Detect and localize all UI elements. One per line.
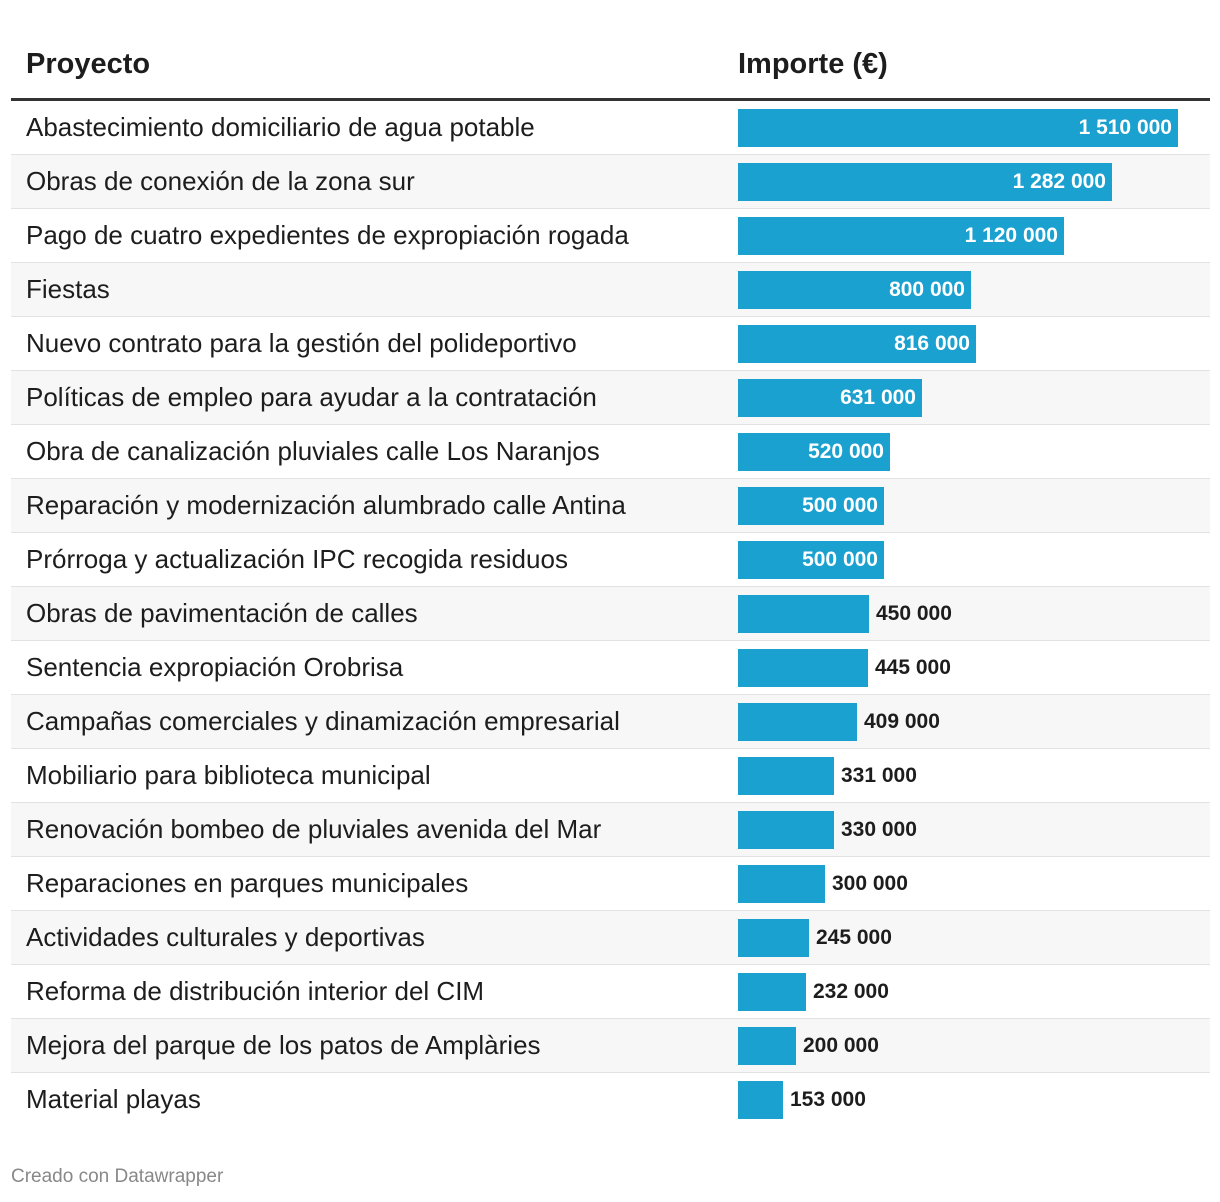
value-bar xyxy=(738,433,890,471)
value-bar xyxy=(738,163,1112,201)
table-row: Políticas de empleo para ayudar a la con… xyxy=(11,371,1210,425)
value-bar xyxy=(738,217,1064,255)
table-header: Proyecto Importe (€) xyxy=(11,30,1210,101)
table-row: Mobiliario para biblioteca municipal 331 … xyxy=(11,749,1210,803)
row-label: Reparaciones en parques municipales xyxy=(26,868,469,898)
table-row: Actividades culturales y deportivas 245 0… xyxy=(11,911,1210,965)
value-label: 450 000 xyxy=(876,602,952,625)
value-label: 445 000 xyxy=(875,656,951,679)
table-row: Prórroga y actualización IPC recogida re… xyxy=(11,533,1210,587)
value-bar xyxy=(738,811,834,849)
value-label: 816 000 xyxy=(894,332,970,355)
value-label: 300 000 xyxy=(832,872,908,895)
row-label: Campañas comerciales y dinamización empr… xyxy=(26,706,620,736)
value-bar xyxy=(738,379,922,417)
value-label: 1 510 000 xyxy=(1078,116,1172,139)
table-row: Obras de conexión de la zona sur 1 282 00… xyxy=(11,155,1210,209)
table-row: Reforma de distribución interior del CIM… xyxy=(11,965,1210,1019)
value-bar xyxy=(738,703,857,741)
row-label: Obras de pavimentación de calles xyxy=(26,598,418,628)
table-row: Reparación y modernización alumbrado cal… xyxy=(11,479,1210,533)
value-label: 245 000 xyxy=(816,926,892,949)
value-label: 631 000 xyxy=(840,386,916,409)
value-bar xyxy=(738,973,806,1011)
row-label: Mejora del parque de los patos de Amplàr… xyxy=(26,1030,541,1060)
row-label: Renovación bombeo de pluviales avenida d… xyxy=(26,814,602,844)
value-label: 330 000 xyxy=(841,818,917,841)
table-row: Sentencia expropiación Orobrisa 445 000 xyxy=(11,641,1210,695)
row-label: Sentencia expropiación Orobrisa xyxy=(26,652,404,682)
value-label: 153 000 xyxy=(790,1088,866,1111)
value-label: 1 282 000 xyxy=(1012,170,1106,193)
value-bar xyxy=(738,109,1178,147)
table-row: Fiestas 800 000 xyxy=(11,263,1210,317)
value-label: 500 000 xyxy=(802,548,878,571)
value-bar xyxy=(738,487,884,525)
row-label: Reparación y modernización alumbrado cal… xyxy=(26,490,626,520)
value-label: 800 000 xyxy=(889,278,965,301)
row-label: Obras de conexión de la zona sur xyxy=(26,166,415,196)
value-bar xyxy=(738,865,825,903)
row-label: Actividades culturales y deportivas xyxy=(26,922,425,952)
row-label: Material playas xyxy=(26,1084,201,1114)
value-label: 200 000 xyxy=(803,1034,879,1057)
row-label: Nuevo contrato para la gestión del polid… xyxy=(26,328,577,358)
value-label: 500 000 xyxy=(802,494,878,517)
table-body: Abastecimiento domiciliario de agua pota… xyxy=(11,101,1210,1126)
row-label: Abastecimiento domiciliario de agua pota… xyxy=(26,112,535,142)
row-label: Prórroga y actualización IPC recogida re… xyxy=(26,544,568,574)
row-label: Pago de cuatro expedientes de expropiaci… xyxy=(26,220,629,250)
value-bar xyxy=(738,757,834,795)
value-bar xyxy=(738,595,869,633)
value-bar xyxy=(738,649,868,687)
table-row: Nuevo contrato para la gestión del polid… xyxy=(11,317,1210,371)
column-header-importe: Importe (€) xyxy=(738,48,888,80)
row-label: Fiestas xyxy=(26,274,110,304)
value-bar xyxy=(738,271,971,309)
table-row: Abastecimiento domiciliario de agua pota… xyxy=(11,101,1210,155)
table-row: Pago de cuatro expedientes de expropiaci… xyxy=(11,209,1210,263)
row-label: Obra de canalización pluviales calle Los… xyxy=(26,436,600,466)
row-label: Políticas de empleo para ayudar a la con… xyxy=(26,382,597,412)
value-bar xyxy=(738,1027,796,1065)
value-label: 520 000 xyxy=(808,440,884,463)
table-row: Material playas 153 000 xyxy=(11,1073,1210,1126)
value-bar xyxy=(738,919,809,957)
table-row: Campañas comerciales y dinamización empr… xyxy=(11,695,1210,749)
value-label: 331 000 xyxy=(841,764,917,787)
table-row: Obras de pavimentación de calles 450 000 xyxy=(11,587,1210,641)
table-row: Reparaciones en parques municipales 300 0… xyxy=(11,857,1210,911)
value-label: 1 120 000 xyxy=(964,224,1058,247)
credit-footer: Creado con Datawrapper xyxy=(11,1166,224,1187)
row-label: Mobiliario para biblioteca municipal xyxy=(26,760,431,790)
bar-table: Proyecto Importe (€) Abastecimiento domi… xyxy=(11,30,1210,1126)
column-header-proyecto: Proyecto xyxy=(26,48,151,80)
value-label: 409 000 xyxy=(864,710,940,733)
row-label: Reforma de distribución interior del CIM xyxy=(26,976,485,1006)
table-row: Renovación bombeo de pluviales avenida d… xyxy=(11,803,1210,857)
value-label: 232 000 xyxy=(813,980,889,1003)
table-row: Obra de canalización pluviales calle Los… xyxy=(11,425,1210,479)
value-bar xyxy=(738,1081,783,1119)
value-bar xyxy=(738,541,884,579)
table-row: Mejora del parque de los patos de Amplàr… xyxy=(11,1019,1210,1073)
value-bar xyxy=(738,325,976,363)
